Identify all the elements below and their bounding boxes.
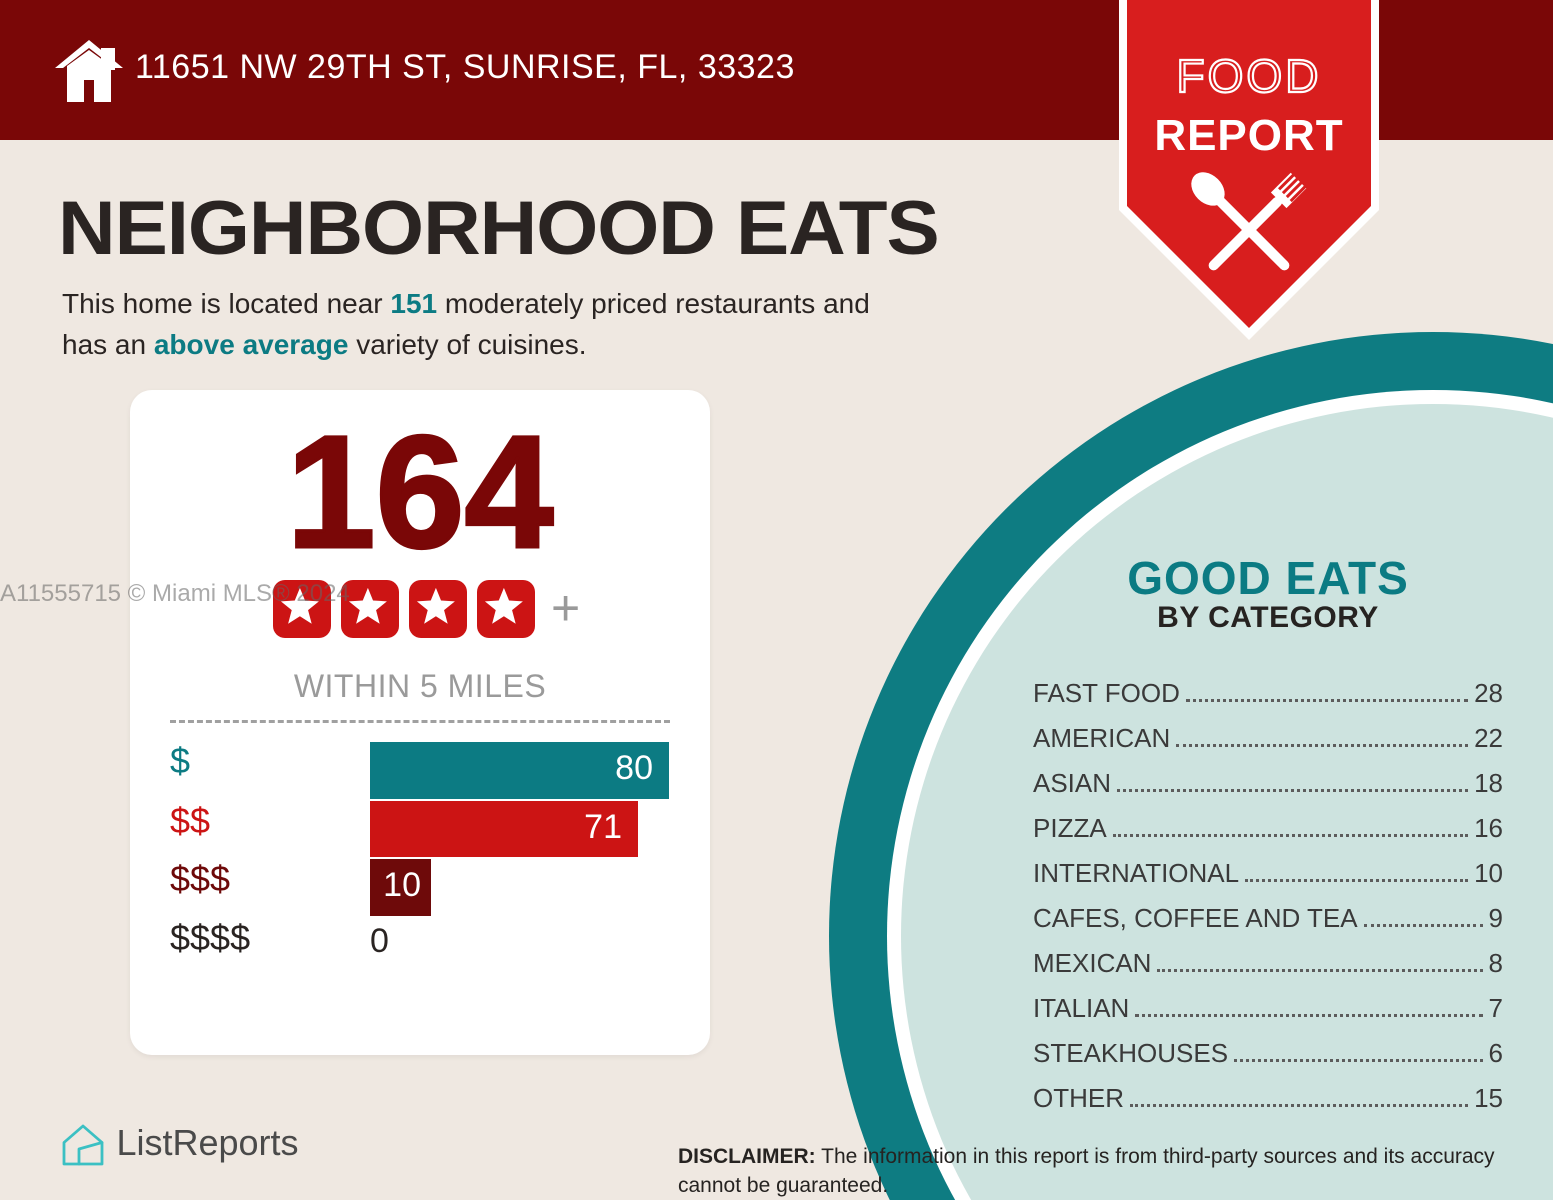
svg-text:FOOD: FOOD bbox=[1177, 50, 1322, 102]
svg-text:REPORT: REPORT bbox=[1154, 111, 1343, 160]
svg-text:+: + bbox=[551, 580, 580, 636]
